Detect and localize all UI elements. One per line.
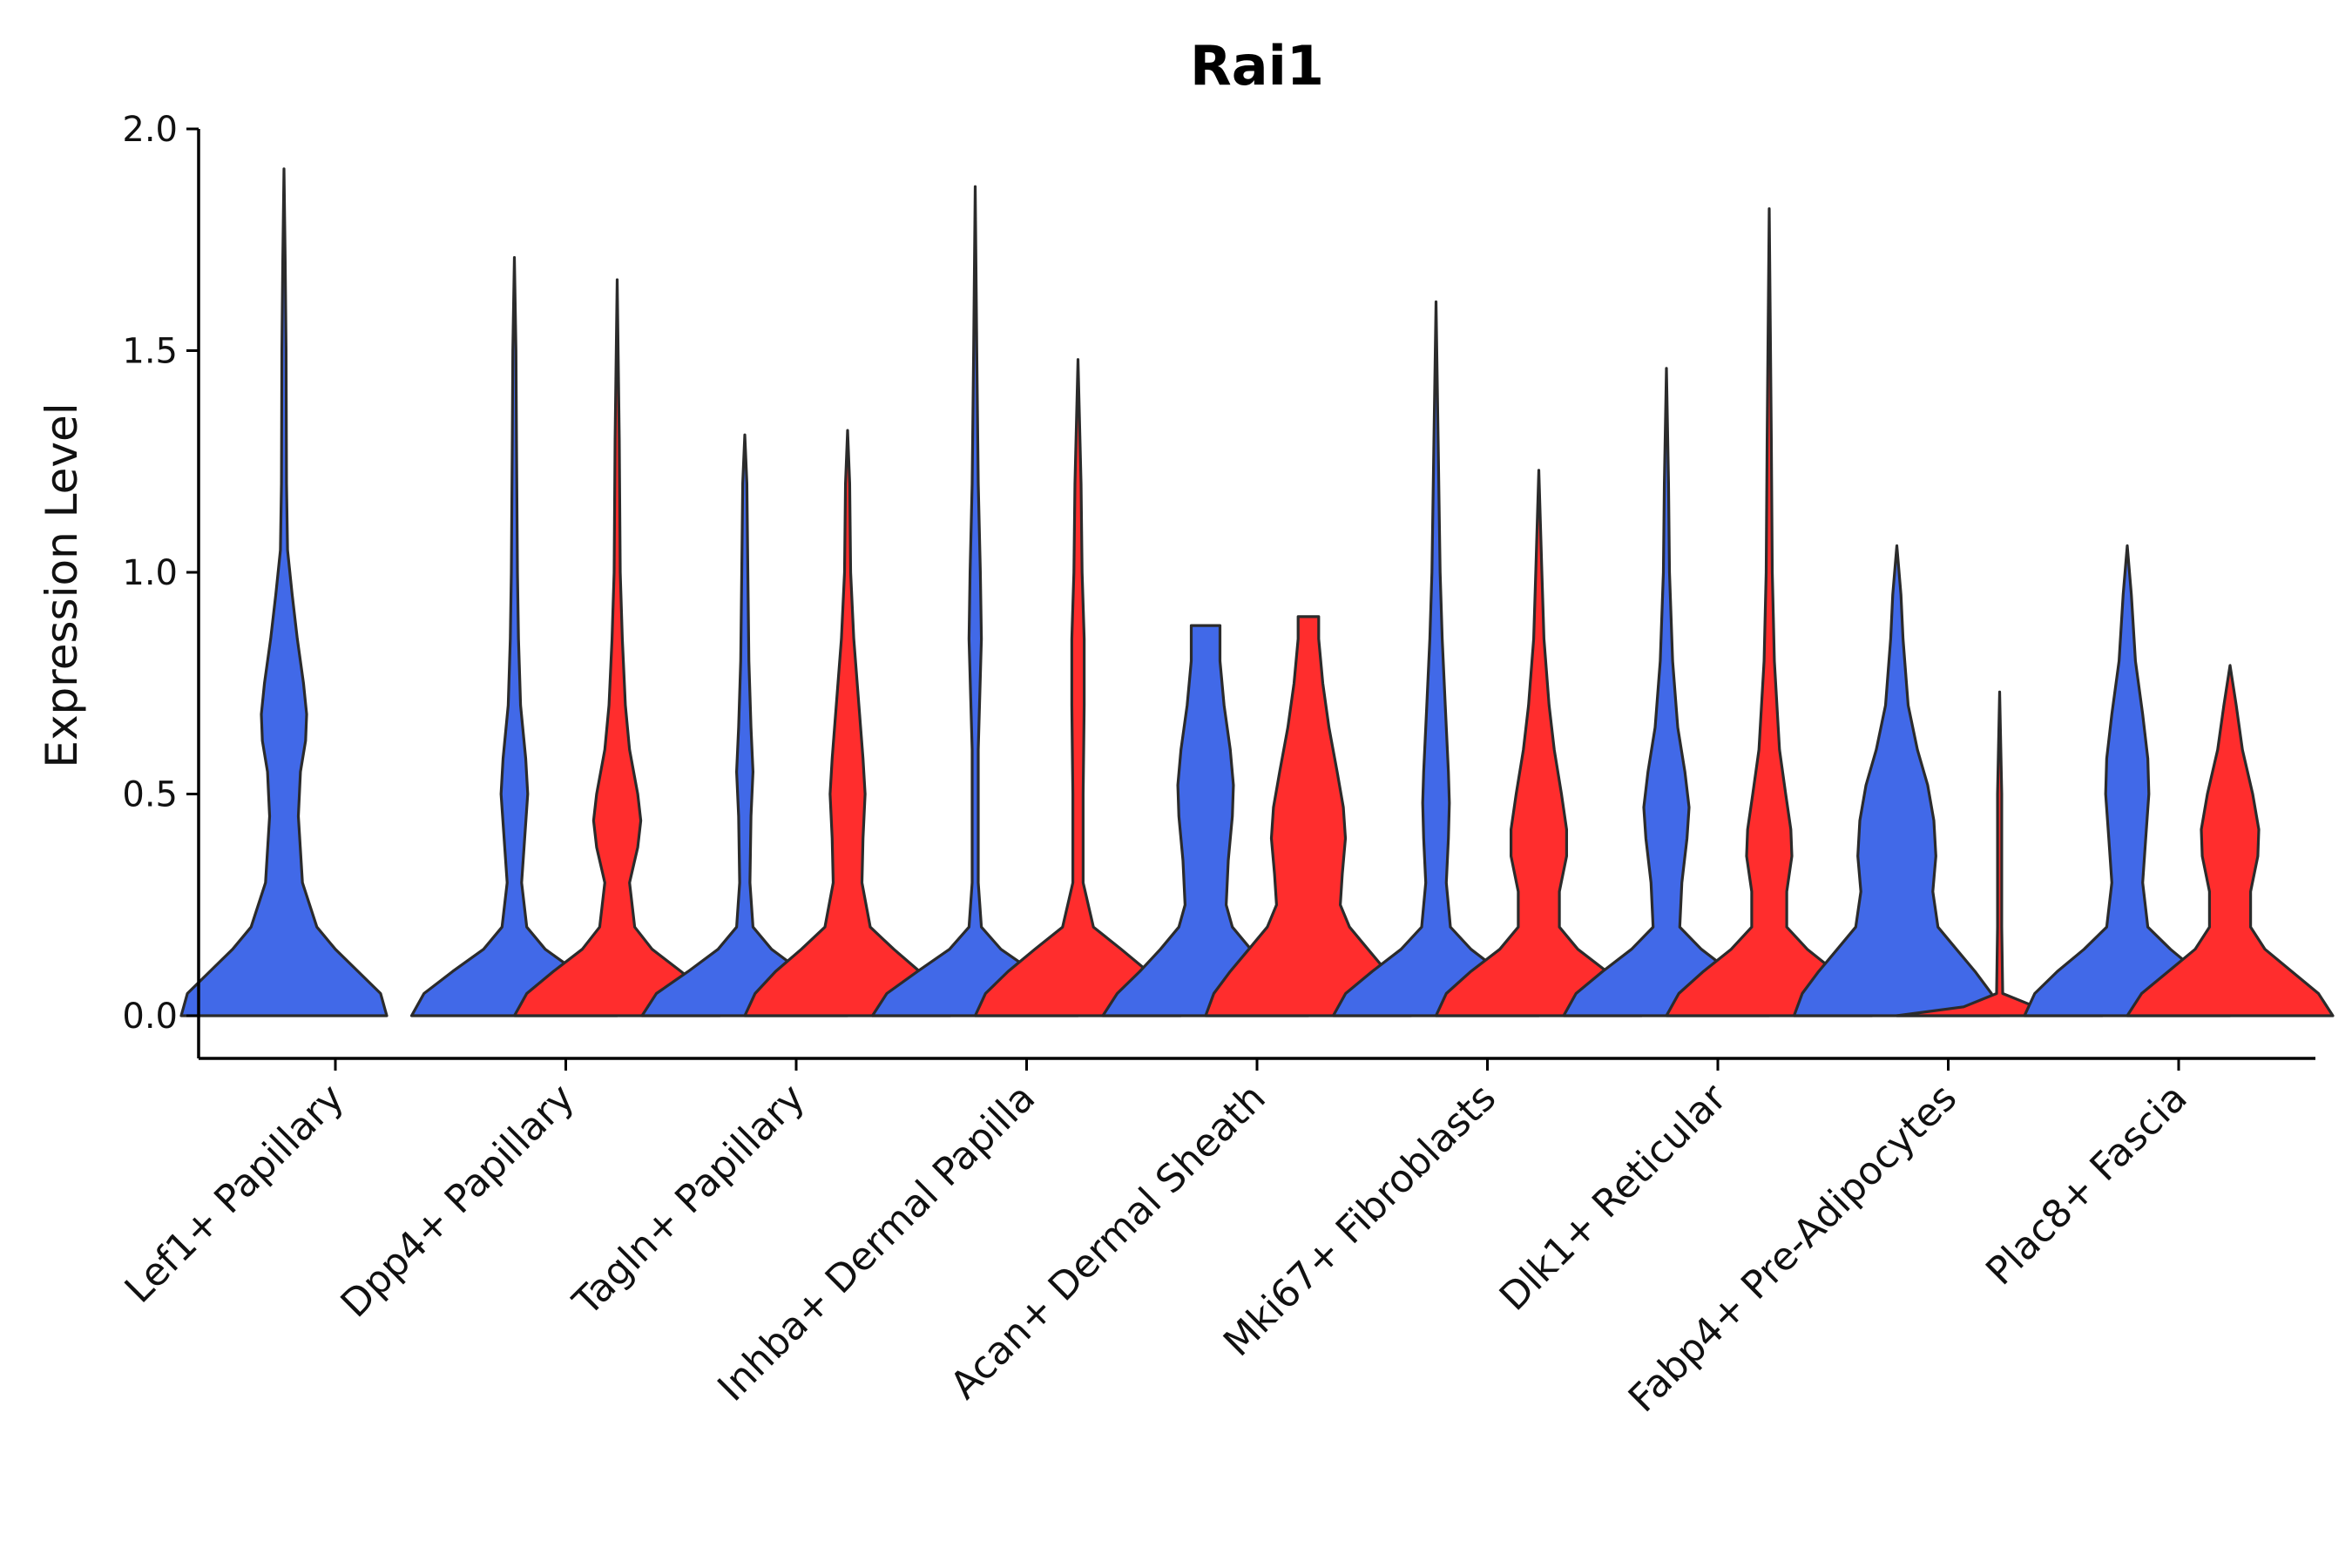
y-tick-label: 2.0 bbox=[122, 110, 178, 150]
violin-dpp4-papillary-group1 bbox=[409, 256, 619, 1017]
y-tick-label: 0.5 bbox=[122, 775, 178, 815]
plot-area bbox=[179, 167, 2335, 1017]
violin-mki67-fibroblasts-group1 bbox=[1331, 300, 1541, 1017]
y-tick-label: 1.0 bbox=[122, 553, 178, 593]
violin-dlk1-reticular-group2 bbox=[1665, 207, 1874, 1017]
category-label: Plac8+ Fascia bbox=[1977, 1076, 2196, 1294]
y-axis-label: Expression Level bbox=[37, 402, 87, 767]
violin-mki67-fibroblasts-group2 bbox=[1434, 469, 1644, 1017]
category-label: Lef1+ Papillary bbox=[117, 1076, 353, 1312]
violin-dlk1-reticular-group1 bbox=[1562, 367, 1771, 1017]
violin-tagln-papillary-group1 bbox=[640, 433, 849, 1017]
violin-inhba-dermal-papilla-group2 bbox=[973, 358, 1183, 1017]
y-tick-label: 1.5 bbox=[122, 332, 178, 372]
category-label: Dpp4+ Papillary bbox=[333, 1076, 584, 1327]
violin-lef1-papillary-group1 bbox=[179, 167, 389, 1017]
violin-acan-dermal-sheath-group1 bbox=[1101, 624, 1310, 1017]
category-label: Dlk1+ Reticular bbox=[1491, 1075, 1736, 1320]
y-tick-label: 0.0 bbox=[122, 997, 178, 1037]
violin-fabp4-pre-adipocytes-group1 bbox=[1792, 544, 2002, 1017]
violin-tagln-papillary-group2 bbox=[743, 429, 952, 1017]
violin-dpp4-papillary-group2 bbox=[512, 278, 722, 1017]
violin-acan-dermal-sheath-group2 bbox=[1204, 615, 1413, 1017]
violin-inhba-dermal-papilla-group1 bbox=[870, 185, 1080, 1017]
violin-plac8-fascia-group2 bbox=[2126, 664, 2335, 1017]
violin-plac8-fascia-group1 bbox=[2023, 544, 2232, 1017]
category-label: Tagln+ Papillary bbox=[564, 1076, 814, 1325]
violin-fabp4-pre-adipocytes-group2 bbox=[1895, 690, 2105, 1017]
chart-title: Rai1 bbox=[1190, 34, 1324, 98]
y-ticks: 0.0 0.5 1.0 1.5 2.0 bbox=[122, 110, 199, 1037]
